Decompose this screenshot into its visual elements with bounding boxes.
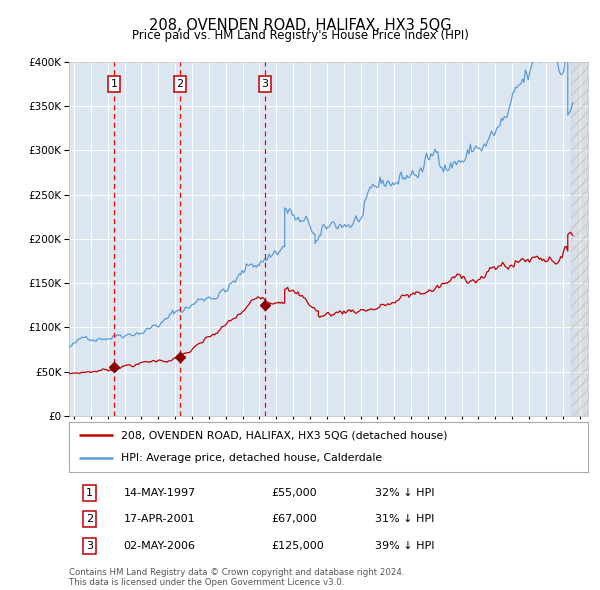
Text: Contains HM Land Registry data © Crown copyright and database right 2024.
This d: Contains HM Land Registry data © Crown c… [69,568,404,587]
Text: £125,000: £125,000 [271,541,324,550]
Text: 3: 3 [262,79,268,89]
Text: 39% ↓ HPI: 39% ↓ HPI [375,541,435,550]
Text: 31% ↓ HPI: 31% ↓ HPI [375,514,434,524]
Text: HPI: Average price, detached house, Calderdale: HPI: Average price, detached house, Cald… [121,454,382,464]
Text: 3: 3 [86,541,93,550]
Text: 208, OVENDEN ROAD, HALIFAX, HX3 5QG: 208, OVENDEN ROAD, HALIFAX, HX3 5QG [149,18,451,32]
Text: 1: 1 [86,488,93,497]
Text: 14-MAY-1997: 14-MAY-1997 [124,488,196,497]
Text: 17-APR-2001: 17-APR-2001 [124,514,195,524]
Bar [571,62,588,416]
Text: 02-MAY-2006: 02-MAY-2006 [124,541,196,550]
Text: £67,000: £67,000 [271,514,317,524]
Text: 2: 2 [86,514,94,524]
Text: 32% ↓ HPI: 32% ↓ HPI [375,488,435,497]
Text: 2: 2 [176,79,184,89]
Text: 208, OVENDEN ROAD, HALIFAX, HX3 5QG (detached house): 208, OVENDEN ROAD, HALIFAX, HX3 5QG (det… [121,430,448,440]
Text: Price paid vs. HM Land Registry's House Price Index (HPI): Price paid vs. HM Land Registry's House … [131,30,469,42]
Text: £55,000: £55,000 [271,488,317,497]
Text: 1: 1 [110,79,118,89]
